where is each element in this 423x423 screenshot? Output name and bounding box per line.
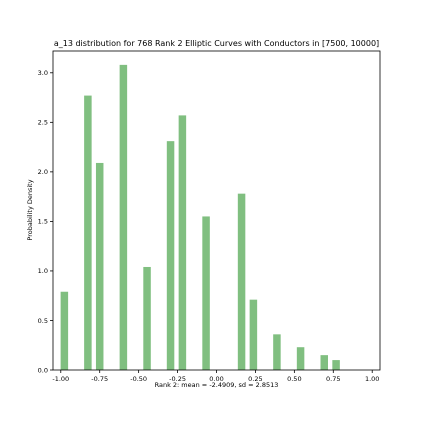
- y-tick-label-3: 1.5: [38, 218, 48, 226]
- bar-10: [273, 334, 281, 370]
- bar-1: [84, 95, 92, 370]
- x-tick-label-1: -0.75: [91, 375, 108, 383]
- bar-0: [60, 291, 69, 370]
- y-tick-label-6: 3.0: [38, 69, 48, 77]
- bar-2: [95, 162, 104, 370]
- y-tick-label-1: 0.5: [38, 317, 48, 325]
- bar-12: [320, 355, 328, 370]
- bar-13: [332, 360, 340, 370]
- x-axis-ticks: -1.00 -0.75 -0.50 -0.25 0.00 0.25 0.50 0.75 1.00: [52, 370, 379, 383]
- bar-3: [119, 64, 128, 371]
- bars-group: [60, 64, 340, 371]
- x-tick-label-0: -1.00: [52, 375, 69, 383]
- y-axis-label: Probability Density: [26, 179, 34, 240]
- bar-6: [178, 115, 187, 370]
- x-tick-label-5: 0.25: [248, 375, 262, 383]
- y-tick-label-5: 2.5: [38, 119, 48, 127]
- bar-7: [202, 216, 210, 370]
- y-tick-label-4: 2.0: [38, 168, 48, 176]
- x-tick-label-7: 0.75: [326, 375, 340, 383]
- bar-4: [143, 266, 151, 370]
- y-tick-label-2: 1.0: [38, 267, 48, 275]
- plot-frame: [52, 50, 381, 371]
- x-tick-label-6: 0.50: [287, 375, 301, 383]
- y-axis-ticks: 0.0 0.5 1.0 1.5 2.0 2.5 3.0: [38, 69, 53, 374]
- x-tick-label-2: -0.50: [130, 375, 147, 383]
- x-axis-label: Rank 2: mean = -2.4909, sd = 2.8513: [155, 381, 279, 389]
- bar-11: [296, 347, 305, 370]
- bar-5: [166, 141, 175, 370]
- x-tick-label-8: 1.00: [365, 375, 379, 383]
- chart-title: a_13 distribution for 768 Rank 2 Ellipti…: [54, 39, 379, 48]
- bar-9: [249, 299, 258, 370]
- x-tick-label-3: -0.25: [169, 375, 186, 383]
- bar-8: [237, 193, 246, 370]
- y-tick-label-0: 0.0: [38, 366, 48, 374]
- x-tick-label-4: 0.00: [209, 375, 223, 383]
